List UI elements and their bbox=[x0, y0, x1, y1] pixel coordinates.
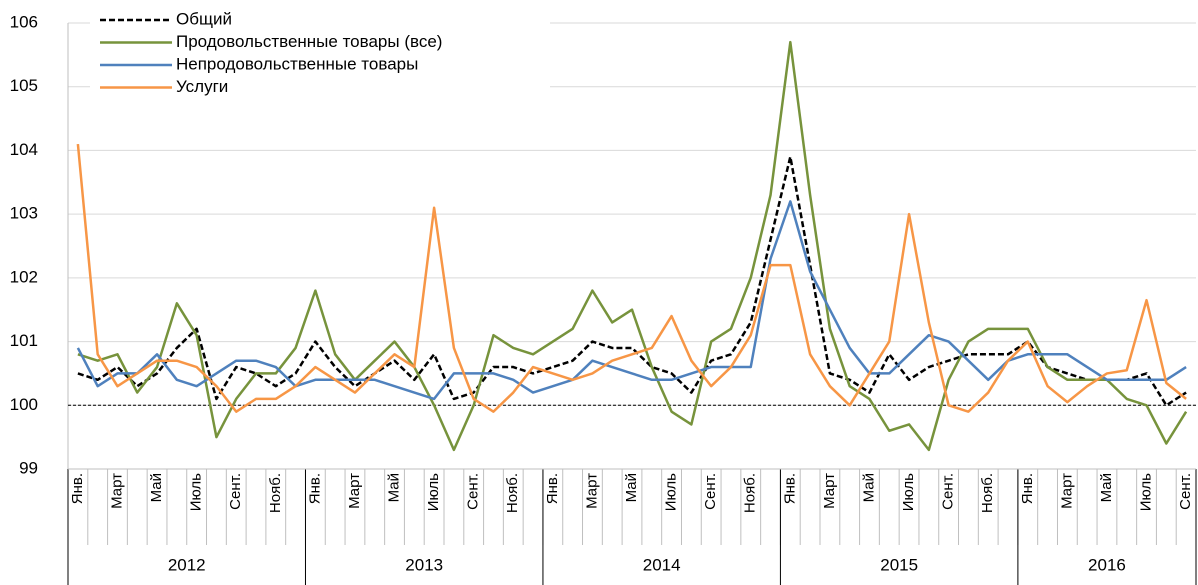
x-tick-label: Июль bbox=[663, 473, 680, 511]
x-tick-label: Сент. bbox=[1177, 473, 1194, 510]
y-tick-label: 104 bbox=[10, 140, 38, 159]
x-tick-label: Янв. bbox=[69, 473, 86, 504]
x-tick-label: Май bbox=[860, 473, 877, 502]
y-tick-label: 102 bbox=[10, 267, 38, 286]
legend-label: Непродовольственные товары bbox=[176, 54, 418, 73]
x-tick-label: Сент. bbox=[227, 473, 244, 510]
x-tick-label: Нояб. bbox=[267, 473, 284, 513]
y-tick-label: 99 bbox=[19, 458, 38, 477]
x-tick-label: Март bbox=[821, 473, 838, 509]
group-label: 2015 bbox=[880, 555, 918, 574]
x-tick-label: Март bbox=[108, 473, 125, 509]
x-tick-label: Сент. bbox=[465, 473, 482, 510]
x-tick-label: Сент. bbox=[702, 473, 719, 510]
x-tick-label: Нояб. bbox=[979, 473, 996, 513]
x-tick-label: Май bbox=[1098, 473, 1115, 502]
x-tick-label: Май bbox=[148, 473, 165, 502]
x-tick-label: Нояб. bbox=[742, 473, 759, 513]
legend-label: Услуги bbox=[176, 77, 228, 96]
x-tick-label: Нояб. bbox=[504, 473, 521, 513]
group-label: 2012 bbox=[168, 555, 206, 574]
series-line bbox=[77, 155, 1187, 407]
x-tick-label: Янв. bbox=[544, 473, 561, 504]
group-label: 2014 bbox=[643, 555, 681, 574]
x-tick-label: Янв. bbox=[306, 473, 323, 504]
x-tick-label: Июль bbox=[1137, 473, 1154, 511]
y-tick-label: 101 bbox=[10, 331, 38, 350]
legend-label: Продовольственные товары (все) bbox=[176, 32, 442, 51]
legend-label: Общий bbox=[176, 9, 232, 28]
x-tick-label: Март bbox=[1058, 473, 1075, 509]
x-tick-label: Янв. bbox=[1019, 473, 1036, 504]
x-tick-label: Май bbox=[385, 473, 402, 502]
group-label: 2013 bbox=[405, 555, 443, 574]
group-label: 2016 bbox=[1088, 555, 1126, 574]
y-tick-label: 106 bbox=[10, 12, 38, 31]
y-tick-label: 103 bbox=[10, 204, 38, 223]
x-tick-label: Март bbox=[583, 473, 600, 509]
series-line bbox=[76, 143, 1187, 413]
y-tick-label: 100 bbox=[10, 395, 38, 414]
x-tick-label: Июль bbox=[900, 473, 917, 511]
series-line bbox=[76, 200, 1187, 401]
x-tick-label: Янв. bbox=[781, 473, 798, 504]
series-line bbox=[77, 40, 1188, 452]
x-tick-label: Сент. bbox=[940, 473, 957, 510]
x-tick-label: Май bbox=[623, 473, 640, 502]
x-tick-label: Июль bbox=[425, 473, 442, 511]
legend-box bbox=[90, 5, 550, 135]
x-tick-label: Июль bbox=[188, 473, 205, 511]
x-tick-label: Март bbox=[346, 473, 363, 509]
y-tick-label: 105 bbox=[10, 76, 38, 95]
